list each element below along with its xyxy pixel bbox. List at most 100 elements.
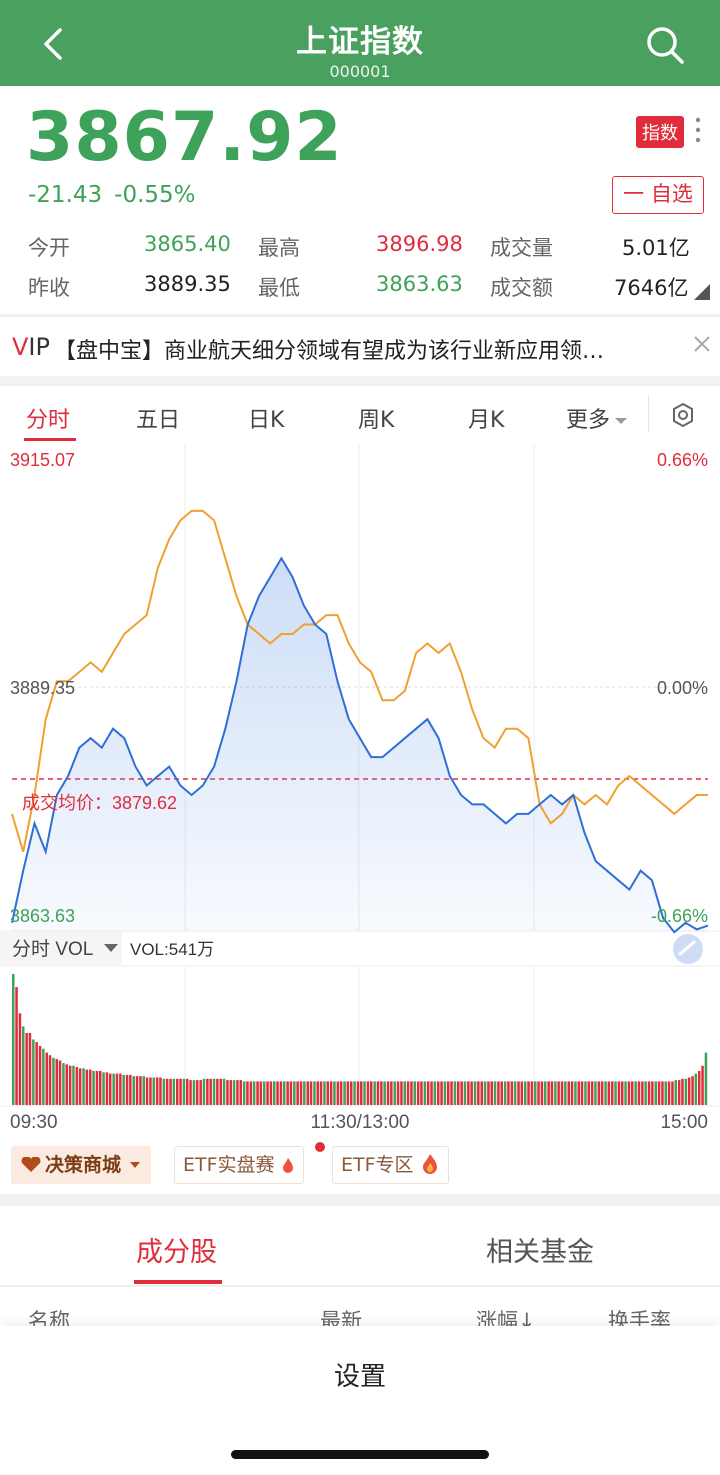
gear-icon[interactable] xyxy=(670,402,696,428)
add-watchlist-button[interactable]: 一 自选 xyxy=(612,176,704,214)
volume-bar xyxy=(611,1081,614,1105)
volume-bar xyxy=(25,1033,28,1106)
volume-bar xyxy=(89,1069,92,1105)
volume-bar xyxy=(303,1081,306,1105)
volume-bar xyxy=(226,1080,229,1105)
volume-bar xyxy=(269,1081,273,1105)
volume-bar xyxy=(142,1076,145,1105)
volume-bar xyxy=(557,1081,560,1105)
refresh-icon[interactable] xyxy=(673,934,703,964)
avg-line-series xyxy=(11,509,708,853)
volume-bar xyxy=(356,1081,360,1105)
volume-bar xyxy=(661,1081,664,1105)
volume-bar xyxy=(316,1081,319,1105)
volume-bar xyxy=(554,1081,557,1105)
tab-weekly-k[interactable]: 周K xyxy=(358,408,395,433)
vol-selector-bg[interactable] xyxy=(0,932,122,966)
volume-bar xyxy=(286,1081,289,1105)
news-headline[interactable]: 【盘中宝】商业航天细分领域有望成为该行业新应用领… xyxy=(54,339,605,364)
volume-bar xyxy=(453,1081,457,1105)
volume-bar xyxy=(58,1060,62,1105)
tab-more[interactable]: 更多 xyxy=(566,402,628,434)
volume-bar xyxy=(701,1065,704,1105)
volume-bar xyxy=(236,1080,239,1105)
volume-bar xyxy=(75,1067,79,1105)
tab-related-funds[interactable]: 相关基金 xyxy=(486,1237,594,1268)
settings-button[interactable]: 设置 xyxy=(333,1362,386,1392)
close-icon[interactable] xyxy=(693,335,711,353)
volume-bar xyxy=(179,1078,182,1105)
volume-bar xyxy=(534,1081,537,1105)
volume-bar xyxy=(353,1081,356,1105)
more-options-icon[interactable] xyxy=(694,116,702,144)
etf-zone-label: ETF专区 xyxy=(341,1154,414,1176)
volume-bar xyxy=(246,1081,249,1105)
intraday-chart[interactable]: 3915.07 0.66% 3889.35 0.00% 3863.63 -0.6… xyxy=(0,444,720,1184)
volume-bar xyxy=(112,1073,115,1105)
volume-bar xyxy=(336,1081,340,1105)
volume-bar xyxy=(470,1081,473,1105)
volume-bar xyxy=(524,1081,527,1105)
volume-bar xyxy=(263,1081,266,1105)
volume-bar xyxy=(497,1081,500,1105)
volume-bar xyxy=(621,1081,624,1105)
volume-bar xyxy=(373,1081,376,1105)
volume-bar xyxy=(624,1081,627,1105)
volume-bar xyxy=(574,1081,577,1105)
volume-bar xyxy=(176,1078,179,1105)
time-mid: 11:30/13:00 xyxy=(311,1112,410,1133)
avg-price-label: 成交均价：3879.62 xyxy=(22,793,177,813)
tab-intraday[interactable]: 分时 xyxy=(26,408,71,433)
etf-contest-button[interactable]: ETF实盘赛 xyxy=(174,1146,304,1184)
y-top-left: 3915.07 xyxy=(10,450,75,470)
volume-bar xyxy=(162,1078,166,1105)
expand-corner-icon[interactable] xyxy=(694,284,710,300)
volume-bar xyxy=(256,1081,259,1105)
back-arrow-icon[interactable] xyxy=(34,24,74,64)
top-bar: 上证指数 000001 xyxy=(0,0,720,86)
tab-five-day[interactable]: 五日 xyxy=(136,408,181,433)
volume-bar xyxy=(149,1077,152,1105)
volume-bar xyxy=(189,1080,192,1105)
volume-bar xyxy=(580,1081,584,1105)
decision-mall-button[interactable]: 决策商城 xyxy=(11,1146,152,1184)
volume-bar xyxy=(85,1069,89,1105)
low-value: 3863.63 xyxy=(376,272,463,296)
volume-bar xyxy=(403,1081,406,1105)
etf-zone-button[interactable]: ETF专区 xyxy=(332,1146,449,1184)
volume-bar xyxy=(386,1081,390,1105)
volume-bar xyxy=(212,1078,216,1105)
volume-bar xyxy=(376,1081,380,1105)
volume-bar xyxy=(560,1081,564,1105)
tab-daily-k[interactable]: 日K xyxy=(248,408,285,433)
volume-bar xyxy=(309,1081,313,1105)
current-price: 3867.92 xyxy=(26,98,343,177)
volume-bar xyxy=(343,1081,346,1105)
tab-monthly-k[interactable]: 月K xyxy=(468,408,505,433)
volume-bar xyxy=(426,1081,430,1105)
time-start: 09:30 xyxy=(10,1112,58,1133)
volume-bar xyxy=(614,1081,617,1105)
search-icon[interactable] xyxy=(644,24,686,66)
volume-bar xyxy=(276,1081,279,1105)
volume-bar xyxy=(289,1081,293,1105)
volume-bar xyxy=(259,1081,263,1105)
volume-bar xyxy=(306,1081,309,1105)
volume-bar xyxy=(82,1068,85,1105)
volume-bar xyxy=(102,1072,105,1106)
volume-bar xyxy=(370,1081,373,1105)
volume-bar xyxy=(323,1081,326,1105)
vol-selector[interactable]: 分时 VOL xyxy=(12,938,93,960)
volume-bar xyxy=(667,1081,671,1105)
volume-bar xyxy=(192,1080,196,1105)
time-end: 15:00 xyxy=(660,1112,708,1133)
volume-bar xyxy=(159,1077,162,1105)
volume-bar xyxy=(18,1013,22,1105)
news-ticker[interactable]: VIP 【盘中宝】商业航天细分领域有望成为该行业新应用领… xyxy=(0,316,720,376)
volume-bar xyxy=(22,1026,25,1105)
volume-bar xyxy=(390,1081,393,1105)
volume-bar xyxy=(567,1081,570,1105)
volume-bar xyxy=(28,1033,32,1106)
volume-bar xyxy=(199,1080,202,1105)
tab-components[interactable]: 成分股 xyxy=(136,1237,217,1268)
